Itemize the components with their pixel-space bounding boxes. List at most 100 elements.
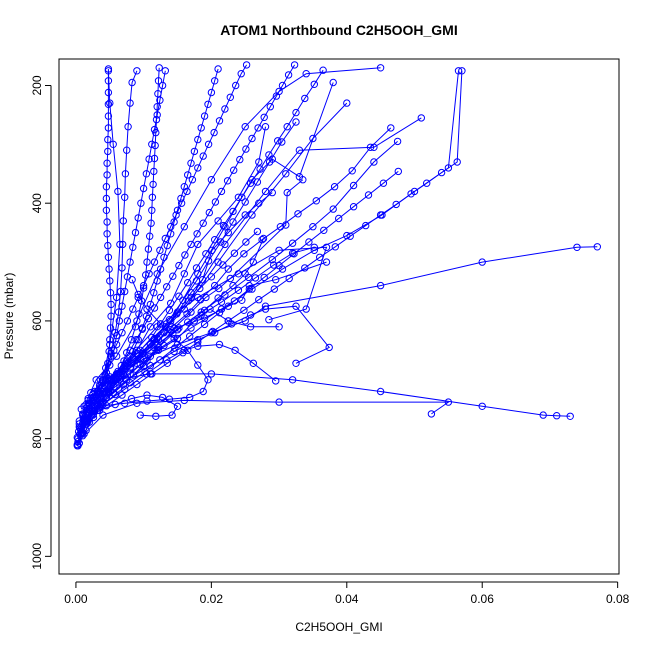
data-point-2-6 bbox=[153, 270, 161, 278]
data-point-32-24 bbox=[103, 171, 111, 179]
data-point-28-28 bbox=[221, 105, 229, 113]
data-point-33-6 bbox=[173, 402, 182, 410]
data-point-25-16 bbox=[330, 183, 339, 191]
data-point-22-2 bbox=[121, 385, 129, 393]
x-axis: 0.00 0.02 0.04 0.06 0.08 bbox=[64, 581, 630, 606]
data-point-28-13 bbox=[139, 281, 148, 290]
data-point-25-17 bbox=[348, 167, 356, 175]
data-point-29-16 bbox=[160, 253, 168, 261]
data-point-25-14 bbox=[294, 210, 302, 218]
data-point-28-11 bbox=[129, 305, 137, 313]
data-point-34-29 bbox=[254, 124, 262, 132]
data-point-8-7 bbox=[376, 387, 385, 396]
data-point-27-17 bbox=[238, 193, 246, 202]
data-point-7-9 bbox=[376, 281, 385, 290]
x-axis-label: C2H5OOH_GMI bbox=[295, 620, 382, 634]
data-point-27-15 bbox=[219, 221, 228, 230]
data-point-1-8 bbox=[116, 240, 124, 249]
data-point-34-15 bbox=[169, 272, 177, 280]
data-point-18-7 bbox=[197, 308, 205, 316]
data-point-28-31 bbox=[237, 70, 245, 78]
data-point-12-13 bbox=[299, 176, 307, 184]
data-point-30-22 bbox=[148, 140, 156, 149]
data-point-28-22 bbox=[188, 176, 197, 184]
data-point-2-3 bbox=[92, 376, 100, 384]
data-point-34-12 bbox=[150, 304, 159, 312]
data-point-28-27 bbox=[215, 117, 224, 125]
data-point-23-10 bbox=[173, 310, 181, 318]
data-point-30-2 bbox=[77, 429, 86, 437]
data-point-35-9 bbox=[209, 327, 217, 336]
data-point-29-31 bbox=[211, 77, 219, 85]
data-point-35-18 bbox=[346, 232, 354, 240]
data-point-32-23 bbox=[102, 183, 111, 191]
data-point-34-17 bbox=[181, 251, 189, 259]
data-point-17-4 bbox=[160, 341, 168, 350]
data-point-34-24 bbox=[223, 177, 232, 185]
data-point-17-13 bbox=[444, 164, 453, 172]
data-point-34-33 bbox=[278, 81, 287, 90]
data-point-26-11 bbox=[230, 297, 239, 305]
data-point-32-9 bbox=[105, 347, 113, 356]
data-point-28-25 bbox=[204, 140, 213, 149]
data-point-32-27 bbox=[104, 135, 112, 144]
series-line-9 bbox=[82, 399, 450, 437]
data-point-10-10 bbox=[214, 217, 222, 225]
plot-points bbox=[73, 61, 601, 450]
data-point-3-10 bbox=[309, 134, 317, 143]
series-line-33 bbox=[99, 394, 179, 417]
data-point-24-6 bbox=[199, 387, 207, 396]
data-point-28-30 bbox=[232, 81, 240, 90]
data-point-6-11 bbox=[265, 316, 273, 324]
data-point-31-5 bbox=[104, 387, 113, 396]
data-point-26-21 bbox=[379, 179, 388, 187]
y-axis: 200 400 600 800 1000 bbox=[30, 75, 52, 570]
data-point-19-16 bbox=[278, 138, 286, 146]
data-point-28-24 bbox=[199, 152, 207, 160]
data-point-31-9 bbox=[127, 336, 136, 344]
data-point-29-18 bbox=[167, 230, 175, 238]
data-point-4-9 bbox=[370, 143, 378, 152]
data-point-33-1 bbox=[95, 406, 104, 415]
data-point-27-14 bbox=[211, 236, 219, 244]
data-point-27-25 bbox=[310, 80, 318, 89]
data-point-24-13 bbox=[134, 290, 142, 299]
data-point-20-9 bbox=[261, 305, 270, 313]
data-point-34-22 bbox=[211, 198, 220, 206]
data-point-10-6 bbox=[146, 323, 155, 331]
data-point-11-10 bbox=[224, 228, 233, 237]
data-point-29-15 bbox=[156, 265, 165, 273]
data-point-29-19 bbox=[170, 218, 178, 226]
data-point-34-14 bbox=[163, 283, 171, 291]
data-point-15-10 bbox=[118, 264, 126, 272]
data-point-29-32 bbox=[214, 65, 222, 73]
data-point-28-15 bbox=[150, 258, 159, 266]
data-point-34-1 bbox=[83, 420, 91, 428]
data-point-33-9 bbox=[136, 411, 145, 419]
data-point-8-10 bbox=[553, 412, 561, 420]
data-point-23-11 bbox=[184, 297, 193, 305]
data-point-23-14 bbox=[219, 261, 227, 269]
data-point-19-15 bbox=[265, 158, 274, 166]
data-point-26-7 bbox=[171, 344, 179, 352]
data-point-32-8 bbox=[104, 359, 112, 367]
data-point-29-20 bbox=[173, 206, 182, 215]
data-point-11-11 bbox=[241, 211, 249, 219]
data-point-10-8 bbox=[180, 270, 189, 278]
data-point-25-1 bbox=[87, 389, 95, 397]
data-point-24-2 bbox=[121, 399, 129, 407]
data-point-18-16 bbox=[393, 137, 402, 146]
data-point-26-16 bbox=[305, 238, 313, 246]
data-point-34-4 bbox=[102, 389, 111, 397]
data-point-34-11 bbox=[144, 314, 153, 323]
y-tick-label-5: 1000 bbox=[30, 543, 44, 570]
data-point-34-13 bbox=[156, 293, 165, 302]
data-point-29-12 bbox=[146, 300, 155, 309]
data-point-21-6 bbox=[190, 317, 199, 325]
data-point-22-7 bbox=[215, 340, 224, 349]
data-point-14-13 bbox=[310, 243, 318, 252]
data-point-8-6 bbox=[288, 376, 297, 384]
data-point-35-10 bbox=[224, 317, 233, 325]
data-point-9-2 bbox=[99, 411, 107, 419]
data-point-27-7 bbox=[148, 333, 156, 342]
